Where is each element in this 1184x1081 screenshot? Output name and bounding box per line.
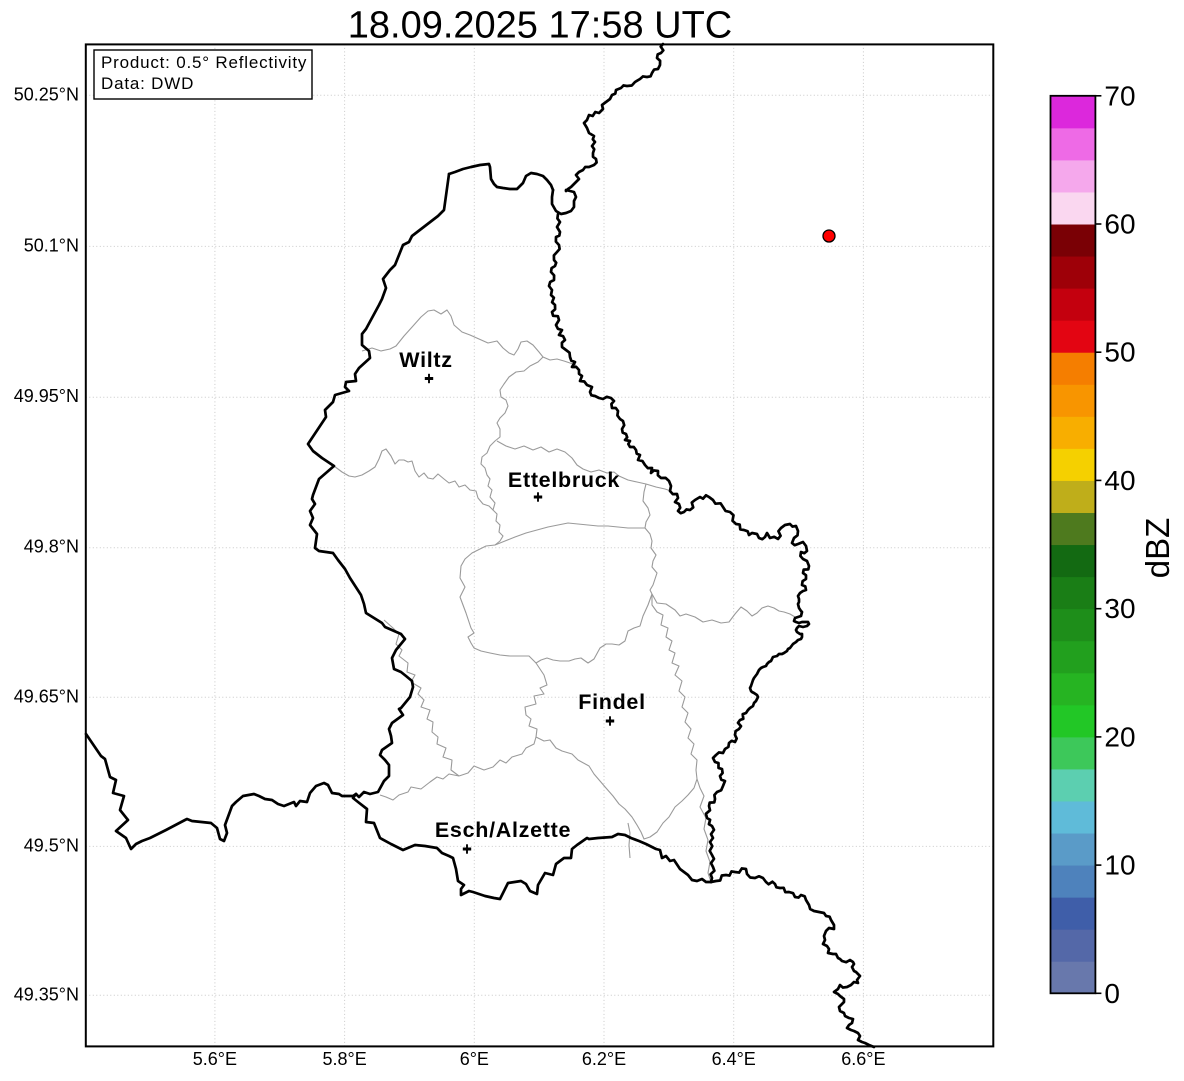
svg-text:Findel: Findel — [578, 690, 646, 714]
svg-text:6.6°E: 6.6°E — [841, 1049, 885, 1069]
svg-text:30: 30 — [1104, 593, 1135, 624]
svg-text:49.8°N: 49.8°N — [24, 537, 79, 557]
svg-text:50.25°N: 50.25°N — [14, 84, 79, 104]
svg-text:60: 60 — [1104, 209, 1135, 240]
svg-text:18.09.2025 17:58 UTC: 18.09.2025 17:58 UTC — [348, 5, 733, 47]
svg-text:50: 50 — [1104, 337, 1135, 368]
svg-text:49.95°N: 49.95°N — [14, 386, 79, 406]
svg-text:Esch/Alzette: Esch/Alzette — [435, 818, 571, 842]
svg-text:6°E: 6°E — [460, 1049, 489, 1069]
svg-text:50.1°N: 50.1°N — [24, 235, 79, 255]
svg-text:dBZ: dBZ — [1139, 518, 1176, 579]
svg-text:Product: 0.5° Reflectivity: Product: 0.5° Reflectivity — [101, 53, 307, 72]
svg-text:5.8°E: 5.8°E — [322, 1049, 366, 1069]
svg-text:5.6°E: 5.6°E — [193, 1049, 237, 1069]
svg-text:Data: DWD: Data: DWD — [101, 74, 194, 93]
svg-text:0: 0 — [1104, 978, 1120, 1009]
svg-text:Ettelbruck: Ettelbruck — [508, 468, 620, 492]
svg-text:20: 20 — [1104, 721, 1135, 752]
svg-text:6.2°E: 6.2°E — [582, 1049, 626, 1069]
svg-text:6.4°E: 6.4°E — [712, 1049, 756, 1069]
svg-text:10: 10 — [1104, 850, 1135, 881]
svg-text:40: 40 — [1104, 465, 1135, 496]
svg-text:49.5°N: 49.5°N — [24, 835, 79, 855]
svg-text:49.35°N: 49.35°N — [14, 984, 79, 1004]
svg-text:49.65°N: 49.65°N — [14, 686, 79, 706]
svg-text:70: 70 — [1104, 80, 1135, 111]
svg-text:Wiltz: Wiltz — [399, 348, 452, 372]
